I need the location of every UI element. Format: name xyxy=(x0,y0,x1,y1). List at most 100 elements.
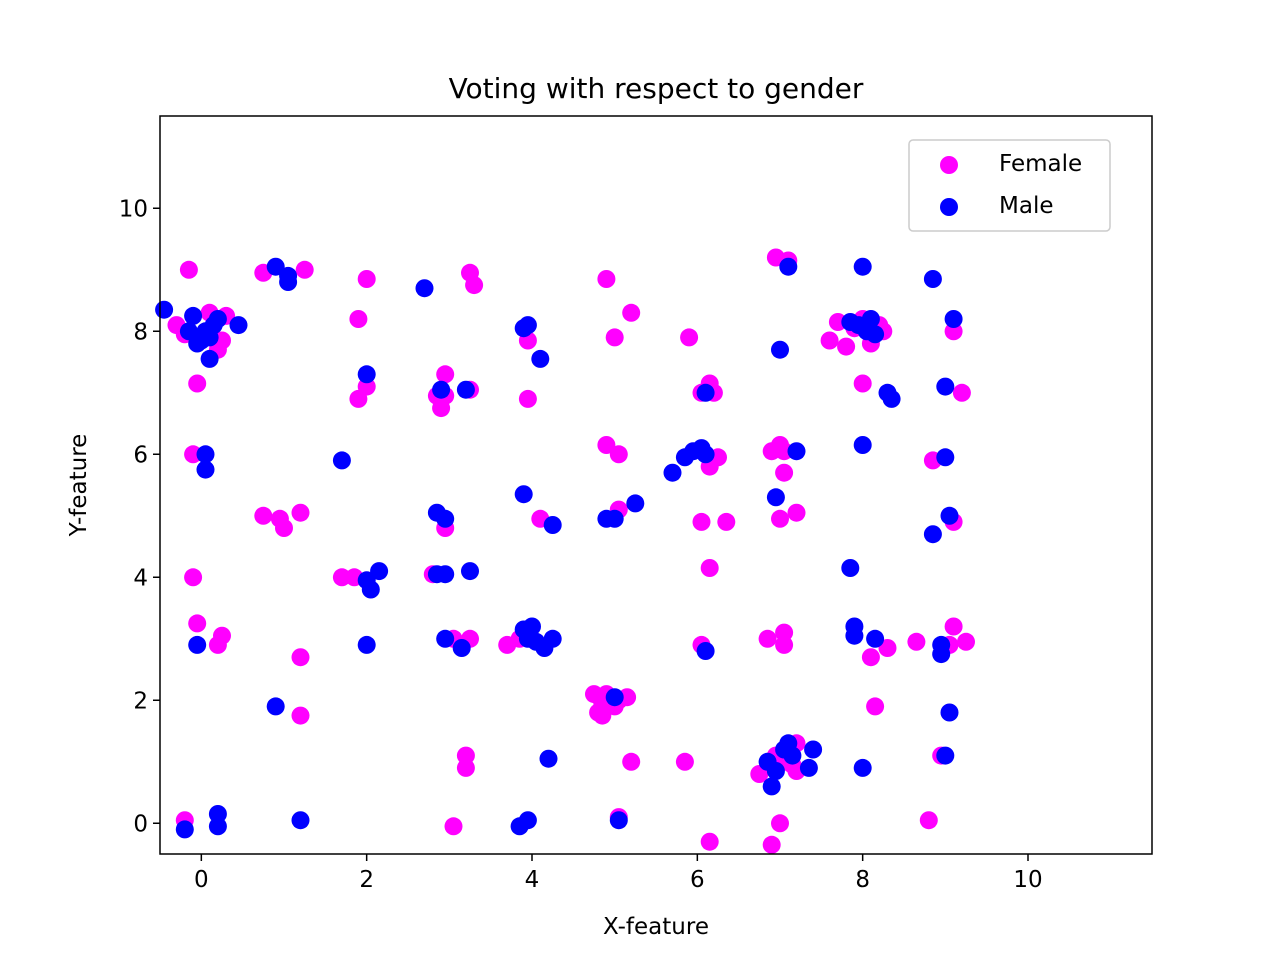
point-male xyxy=(799,758,818,777)
point-female xyxy=(597,436,616,454)
point-female xyxy=(357,270,376,288)
point-female xyxy=(184,445,203,464)
point-female xyxy=(944,322,963,341)
point-female xyxy=(609,445,628,464)
point-male xyxy=(766,488,785,507)
point-female xyxy=(775,463,794,482)
point-female xyxy=(861,648,880,667)
point-male xyxy=(936,377,955,396)
point-female xyxy=(700,559,719,577)
point-female xyxy=(771,509,789,528)
point-female xyxy=(758,629,777,648)
point-male xyxy=(866,629,885,648)
y-tick-label: 4 xyxy=(133,565,148,591)
point-male xyxy=(436,629,455,648)
point-male xyxy=(415,279,434,298)
point-male xyxy=(771,340,789,359)
point-male xyxy=(531,349,550,368)
point-female xyxy=(618,688,637,707)
point-female xyxy=(828,313,847,331)
point-male xyxy=(518,316,537,335)
point-male xyxy=(779,257,798,276)
point-female xyxy=(465,276,484,295)
point-male xyxy=(853,436,872,454)
point-male xyxy=(357,635,376,654)
point-male xyxy=(762,777,781,796)
point-male xyxy=(940,703,959,722)
x-tick-label: 8 xyxy=(855,867,870,893)
point-female xyxy=(291,706,310,725)
point-female xyxy=(622,303,641,322)
point-female xyxy=(762,835,781,854)
point-female xyxy=(179,260,198,279)
point-female xyxy=(622,752,641,771)
y-tick-label: 0 xyxy=(133,811,148,837)
legend: Female Male xyxy=(908,139,1111,232)
point-female xyxy=(837,337,856,356)
point-male xyxy=(853,758,872,777)
point-male xyxy=(882,389,901,408)
point-male xyxy=(196,445,215,464)
point-male xyxy=(940,506,959,525)
legend-label-female: Female xyxy=(999,151,1082,177)
point-female xyxy=(291,648,310,667)
point-male xyxy=(626,494,645,513)
point-male xyxy=(936,448,955,467)
point-male xyxy=(332,451,351,470)
point-male xyxy=(514,485,533,504)
points-layer xyxy=(155,248,975,854)
point-male xyxy=(696,642,715,660)
point-female xyxy=(717,512,736,531)
point-female xyxy=(291,503,310,522)
legend-marker-female xyxy=(940,156,958,174)
point-male xyxy=(188,635,207,654)
point-female xyxy=(605,328,624,347)
y-tick-label: 6 xyxy=(133,442,148,468)
axis-ticks: 0 2 4 6 8 10 0 2 4 6 8 10 xyxy=(119,196,1043,893)
point-male xyxy=(663,463,682,482)
point-female xyxy=(692,512,711,531)
point-male xyxy=(452,639,471,657)
point-male xyxy=(279,273,298,291)
point-male xyxy=(605,509,624,528)
point-male xyxy=(543,629,562,648)
point-female xyxy=(184,568,203,587)
point-male xyxy=(370,562,389,581)
point-male xyxy=(266,257,285,276)
point-male xyxy=(861,310,880,328)
x-tick-label: 2 xyxy=(359,867,374,893)
point-female xyxy=(787,503,806,522)
point-male xyxy=(196,460,215,479)
point-female xyxy=(349,310,368,328)
point-male xyxy=(208,310,227,328)
point-male xyxy=(944,310,963,328)
point-male xyxy=(510,817,529,836)
point-male xyxy=(184,306,203,325)
point-male xyxy=(436,509,455,528)
point-male xyxy=(539,749,558,768)
y-tick-label: 10 xyxy=(119,196,148,222)
y-tick-label: 2 xyxy=(133,688,148,714)
point-female xyxy=(332,568,351,587)
x-tick-label: 6 xyxy=(690,867,705,893)
point-female xyxy=(444,817,463,836)
point-male xyxy=(696,383,715,402)
point-female xyxy=(853,374,872,393)
point-female xyxy=(700,832,719,851)
point-female xyxy=(254,506,273,525)
point-male xyxy=(609,811,628,830)
point-male xyxy=(361,580,380,599)
point-female xyxy=(188,374,207,393)
chart-title: Voting with respect to gender xyxy=(449,72,864,105)
point-female xyxy=(878,639,897,657)
point-male xyxy=(543,516,562,534)
point-male xyxy=(266,697,285,716)
point-female xyxy=(597,270,616,288)
x-tick-label: 0 xyxy=(194,867,209,893)
point-male xyxy=(787,442,806,461)
point-male xyxy=(357,365,376,384)
point-male xyxy=(853,257,872,276)
point-male xyxy=(155,300,174,319)
point-female xyxy=(675,752,694,771)
